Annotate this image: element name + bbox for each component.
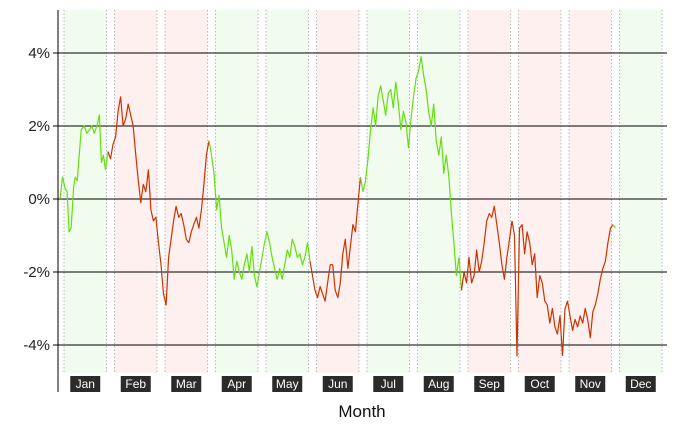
month-label-box-may [272,376,303,392]
month-label-jul: Jul [381,377,396,391]
month-label-box-jul [373,376,404,392]
month-label-box-jun [322,376,353,392]
month-band-aug [417,10,460,373]
month-label-feb: Feb [125,377,146,391]
month-label-dec: Dec [630,377,651,391]
month-label-apr: Apr [227,377,246,391]
month-band-jul [367,10,410,373]
month-band-jan [64,10,107,373]
line-segment-jul [359,81,412,193]
y-tick-label: 0% [28,191,50,208]
line-segment-apr [208,140,261,288]
y-tick-label: -2% [23,264,50,281]
month-band-dec [619,10,662,373]
month-label-jun: Jun [328,377,347,391]
data-series [59,56,616,357]
month-label-aug: Aug [428,377,449,391]
month-label-box-sep [474,376,505,392]
x-axis-month-labels: Jan Feb Mar Apr May Jun Jul Aug Sep Oct Nov Dec [70,376,656,392]
y-axis: -4% -2% 0% 2% 4% [23,10,59,392]
month-label-box-oct [524,376,555,392]
month-band-sep [468,10,511,373]
month-divider-lines [63,10,663,373]
y-tick-label: 4% [28,45,50,62]
y-tick-label: 2% [28,118,50,135]
month-band-feb [114,10,157,373]
month-band-mar [165,10,208,373]
line-segment-oct [511,220,564,357]
month-label-box-jan [70,376,101,392]
month-label-oct: Oct [530,377,549,391]
month-label-nov: Nov [580,377,601,391]
month-band-jun [316,10,359,373]
line-segment-jun [309,177,362,302]
month-label-box-mar [171,376,202,392]
month-band-oct [518,10,561,373]
month-label-box-apr [221,376,252,392]
month-label-jan: Jan [76,377,95,391]
line-segment-sep [460,205,513,291]
month-label-sep: Sep [479,377,501,391]
month-label-may: May [276,377,299,391]
month-label-box-aug [423,376,454,392]
line-segment-mar [157,140,210,306]
month-band-nov [569,10,612,373]
x-axis-title: Month [338,402,385,421]
month-bands [64,10,662,373]
horizontal-gridlines [58,52,667,346]
month-label-mar: Mar [176,377,197,391]
line-segment-jan [59,114,109,233]
month-label-box-feb [120,376,151,392]
line-segment-dec [612,224,616,229]
line-segment-feb [107,96,160,243]
month-label-box-nov [575,376,606,392]
month-band-may [266,10,309,373]
line-segment-aug [410,56,463,291]
month-label-box-dec [625,376,656,392]
y-tick-label: -4% [23,337,50,354]
month-band-apr [215,10,258,373]
line-segment-nov [561,224,614,356]
line-segment-may [258,231,311,280]
